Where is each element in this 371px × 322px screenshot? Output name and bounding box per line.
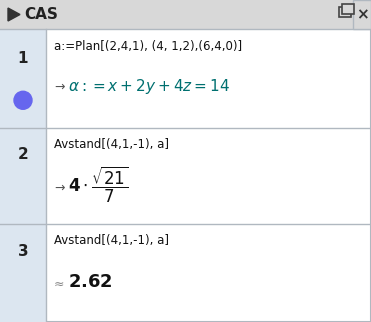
Text: ×: ×: [356, 7, 368, 22]
Text: Avstand[(4,1,-1), a]: Avstand[(4,1,-1), a]: [54, 233, 169, 247]
Text: ≈: ≈: [54, 278, 65, 290]
Text: CAS: CAS: [24, 7, 58, 22]
Bar: [342, 4, 354, 14]
Text: $\alpha := x + 2y + 4z = 14$: $\alpha := x + 2y + 4z = 14$: [68, 77, 230, 96]
Polygon shape: [8, 8, 20, 21]
Bar: [339, 7, 351, 17]
Text: $\mathbf{2.62}$: $\mathbf{2.62}$: [68, 273, 113, 291]
Bar: [353, 0, 371, 29]
Text: 1: 1: [18, 51, 28, 66]
Text: 3: 3: [18, 244, 28, 259]
Bar: [0, 128, 46, 224]
Text: Avstand[(4,1,-1), a]: Avstand[(4,1,-1), a]: [54, 137, 169, 150]
Text: 2: 2: [18, 147, 28, 162]
Text: →: →: [54, 182, 65, 194]
Bar: [0, 29, 46, 128]
Text: →: →: [54, 80, 65, 93]
Bar: [0, 0, 371, 29]
Circle shape: [14, 91, 32, 109]
Text: $\mathbf{4} \cdot \dfrac{\sqrt{21}}{7}$: $\mathbf{4} \cdot \dfrac{\sqrt{21}}{7}$: [68, 165, 128, 205]
Bar: [0, 224, 46, 322]
Text: a:=Plan[(2,4,1), (4, 1,2),(6,4,0)]: a:=Plan[(2,4,1), (4, 1,2),(6,4,0)]: [54, 40, 242, 52]
